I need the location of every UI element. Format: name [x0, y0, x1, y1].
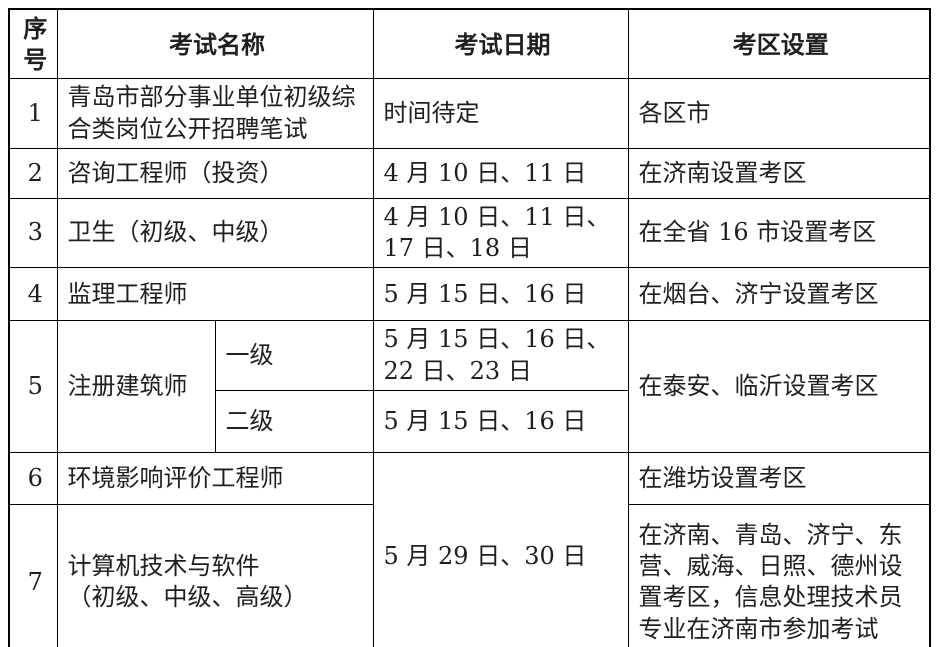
header-exam-name: 考试名称 [56, 8, 374, 80]
table-row: 1 青岛市部分事业单位初级综合类岗位公开招聘笔试 时间待定 各区市 [8, 78, 931, 149]
exam-date-cell: 4 月 10 日、11 日 [372, 147, 629, 199]
table-row: 二级 5 月 15 日、16 日 [9, 390, 930, 454]
row-number: 5 [8, 320, 58, 454]
row-number: 4 [8, 267, 58, 322]
exam-area-cell: 在烟台、济宁设置考区 [627, 267, 931, 322]
exam-name-cell: 咨询工程师（投资） [56, 147, 374, 199]
exam-date-cell-merged: 5 月 29 日、30 日 [372, 452, 629, 647]
exam-name-cell: 卫生（初级、中级） [56, 197, 374, 269]
table-row: 4 监理工程师 5 月 15 日、16 日 在烟台、济宁设置考区 [8, 267, 931, 322]
exam-name-cell: 青岛市部分事业单位初级综合类岗位公开招聘笔试 [56, 78, 374, 149]
table-row: 5 注册建筑师 一级 5 月 15 日、16 日、22 日、23 日 在泰安、临… [8, 320, 931, 454]
exam-level-cell: 二级 [214, 390, 374, 454]
exam-area-cell-merged: 在泰安、临沂设置考区 [627, 320, 931, 454]
exam-date-cell: 5 月 15 日、16 日 [372, 267, 629, 322]
exam-date-cell: 时间待定 [372, 78, 629, 149]
exam-area-cell: 在全省 16 市设置考区 [627, 197, 931, 269]
exam-schedule-table: 序号 考试名称 考试日期 考区设置 1 青岛市部分事业单位初级综合类岗位公开招聘… [8, 8, 931, 647]
exam-area-cell: 在济南设置考区 [627, 147, 931, 199]
exam-date-cell: 5 月 15 日、16 日、22 日、23 日 [372, 320, 629, 392]
exam-name-cell: 计算机技术与软件 （初级、中级、高级） [56, 504, 374, 647]
exam-date-cell: 4 月 10 日、11 日、17 日、18 日 [372, 197, 629, 269]
table-row: 2 咨询工程师（投资） 4 月 10 日、11 日 在济南设置考区 [8, 147, 931, 199]
exam-area-cell: 在潍坊设置考区 [627, 452, 931, 506]
row-number: 7 [8, 504, 58, 647]
header-number: 序号 [8, 8, 58, 80]
exam-level-cell: 一级 [214, 320, 374, 392]
exam-area-cell: 在济南、青岛、济宁、东营、威海、日照、德州设置考区，信息处理技术员专业在济南市参… [627, 504, 931, 647]
exam-name-cell: 环境影响评价工程师 [56, 452, 374, 506]
header-exam-area: 考区设置 [627, 8, 931, 80]
table-row: 6 环境影响评价工程师 5 月 29 日、30 日 在潍坊设置考区 [8, 452, 931, 647]
header-row: 序号 考试名称 考试日期 考区设置 [8, 8, 931, 80]
exam-date-cell: 5 月 15 日、16 日 [372, 390, 629, 454]
row-number: 1 [8, 78, 58, 149]
exam-name-cell: 监理工程师 [56, 267, 374, 322]
row-number: 6 [8, 452, 58, 506]
table-row: 3 卫生（初级、中级） 4 月 10 日、11 日、17 日、18 日 在全省 … [8, 197, 931, 269]
exam-name-cell: 注册建筑师 [56, 320, 216, 454]
header-exam-date: 考试日期 [372, 8, 629, 80]
row-number: 2 [8, 147, 58, 199]
table-row: 7 计算机技术与软件 （初级、中级、高级） 在济南、青岛、济宁、东营、威海、日照… [8, 504, 931, 647]
row-number: 3 [8, 197, 58, 269]
exam-area-cell: 各区市 [627, 78, 931, 149]
